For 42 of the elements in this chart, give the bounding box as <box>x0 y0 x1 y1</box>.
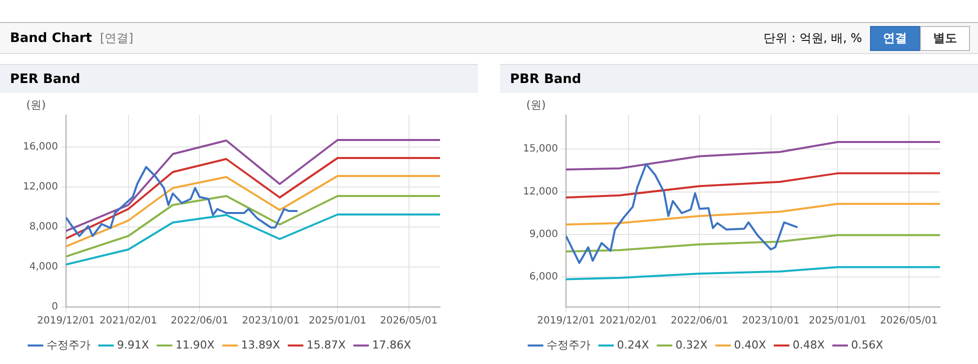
legend-label: 15.87X <box>306 338 346 352</box>
legend-label: 9.91X <box>117 338 150 352</box>
text: [연결] <box>100 30 134 46</box>
legend-label: 17.86X <box>372 338 412 352</box>
x-tick-label: 2019/12/01 <box>37 316 95 327</box>
chart-title: PBR Band <box>500 64 978 93</box>
y-tick-label: 12,000 <box>522 186 558 198</box>
x-tick-label: 2022/06/01 <box>170 316 228 327</box>
legend-label: 0.32X <box>676 338 708 352</box>
x-tick-label: 2022/06/01 <box>670 316 728 327</box>
y-tick-label: 6,000 <box>529 272 558 283</box>
y-tick-label: 8,000 <box>29 222 58 233</box>
text: Band Chart <box>10 30 92 46</box>
legend-label: 0.56X <box>851 338 884 352</box>
legend-label: 13.89X <box>241 338 281 352</box>
x-tick-label: 2023/10/01 <box>742 316 800 327</box>
legend-label: 수정주가 <box>46 338 90 352</box>
x-tick-label: 2026/05/01 <box>880 316 938 327</box>
x-tick-label: 2019/12/01 <box>537 316 595 327</box>
y-tick-label: 15,000 <box>522 144 558 155</box>
chart-title: PER Band <box>0 64 478 93</box>
y-tick-label: 4,000 <box>29 262 58 273</box>
y-tick-label: 12,000 <box>22 182 58 193</box>
y-axis-title: (원) <box>26 98 46 112</box>
text: 단위 : 억원, 배, % <box>764 30 862 46</box>
legend-label: 11.90X <box>176 338 216 352</box>
toggle-button: 별도 <box>920 26 970 50</box>
x-tick-label: 2026/05/01 <box>380 316 438 327</box>
x-tick-label: 2021/02/01 <box>100 316 158 327</box>
x-tick-label: 2023/10/01 <box>242 316 300 327</box>
legend-label: 0.40X <box>734 338 767 352</box>
y-tick-label: 16,000 <box>22 142 58 153</box>
legend-label: 0.48X <box>792 338 826 352</box>
y-tick-label: 0 <box>52 302 58 313</box>
y-tick-label: 9,000 <box>529 229 558 240</box>
legend-label: 수정주가 <box>546 338 590 352</box>
toggle-button: 연결 <box>870 26 920 50</box>
legend-label: 0.24X <box>617 338 650 352</box>
x-tick-label: 2021/02/01 <box>600 316 658 327</box>
x-tick-label: 2025/01/01 <box>308 316 366 327</box>
y-axis-title: (원) <box>526 98 546 112</box>
x-tick-label: 2025/01/01 <box>808 316 866 327</box>
